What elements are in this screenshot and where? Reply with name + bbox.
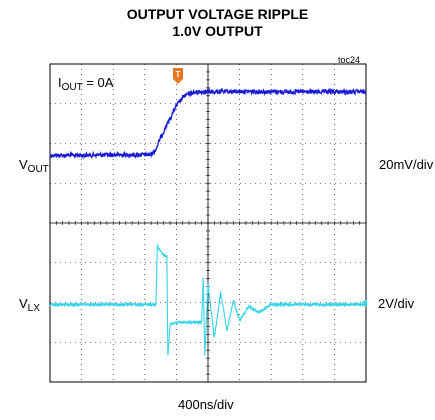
- vout-trace: [49, 87, 367, 160]
- vlx-level-marker: [362, 299, 367, 305]
- current-annotation: IOUT = 0A: [58, 75, 114, 94]
- vlx-trace: [49, 244, 367, 356]
- vlx-scale-label: 2V/div: [378, 296, 415, 311]
- chart-title: OUTPUT VOLTAGE RIPPLE: [126, 6, 309, 22]
- scope-grid: [49, 63, 367, 383]
- vout-scale-label: 20mV/div: [379, 157, 434, 172]
- figure-tag: toc24: [338, 55, 361, 65]
- time-scale-label: 400ns/div: [178, 397, 234, 412]
- vlx-channel-label: VLX: [19, 296, 40, 315]
- chart-subtitle: 1.0V OUTPUT: [172, 23, 263, 39]
- vout-channel-label: VOUT: [19, 157, 49, 176]
- trigger-marker-text: T: [176, 70, 181, 79]
- trigger-marker: T: [173, 68, 183, 84]
